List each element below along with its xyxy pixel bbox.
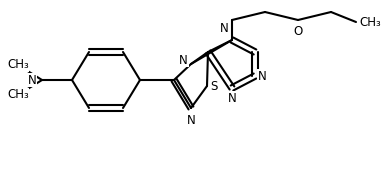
Text: CH₃: CH₃	[7, 58, 29, 72]
Text: N: N	[28, 73, 37, 87]
Text: O: O	[293, 25, 303, 38]
Text: N: N	[187, 114, 195, 127]
Text: CH₃: CH₃	[359, 15, 381, 29]
Text: N: N	[220, 22, 229, 35]
Text: N: N	[179, 54, 188, 66]
Text: S: S	[210, 80, 217, 92]
Text: N: N	[258, 70, 267, 82]
Text: CH₃: CH₃	[7, 89, 29, 101]
Text: N: N	[228, 92, 236, 105]
